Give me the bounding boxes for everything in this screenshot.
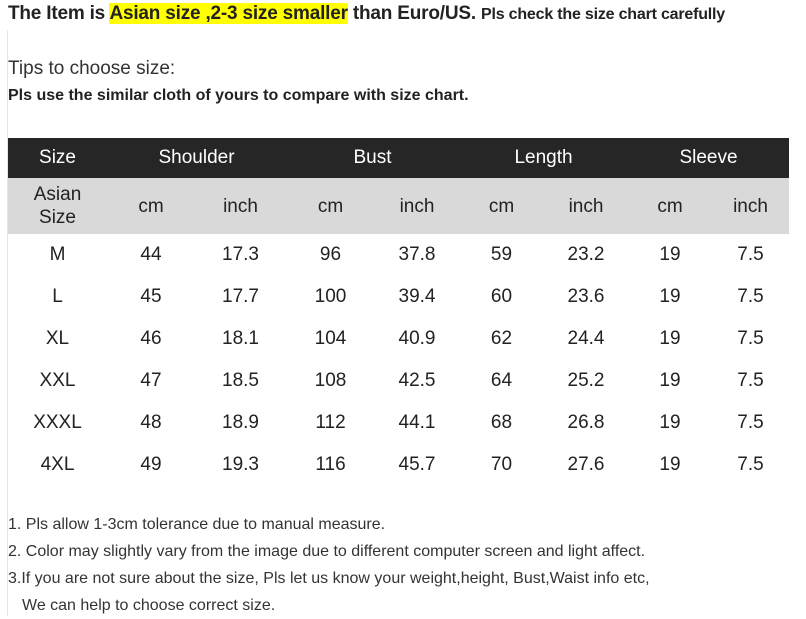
value-cell: 70 [490,454,513,475]
size-cell: M [49,244,66,265]
tips-title: Tips to choose size: [8,58,176,79]
value-cell: 7.5 [737,286,764,307]
value-cell: 48 [140,412,162,433]
value-cell: 24.4 [567,328,605,349]
value-cell: 25.2 [567,370,605,391]
heading-text-2: than Euro/US. [347,3,481,24]
value-cell: 45.7 [398,454,436,475]
value-cell: 17.3 [222,244,259,265]
value-cell: 7.5 [737,454,764,475]
value-cell: 42.5 [398,370,436,391]
note-3: 3.If you are not sure about the size, Pl… [8,570,650,587]
tips-subtitle: Pls use the similar cloth of yours to co… [8,87,469,104]
value-cell: 7.5 [737,412,764,433]
left-border [7,30,8,616]
unit-cell: inch [712,178,790,234]
value-cell: 100 [314,286,347,307]
value-cell: 96 [319,244,342,265]
value-cell: 116 [315,454,346,475]
table-row: XXXL 48 18.9 112 44.1 68 26.8 19 7.5 [8,402,789,444]
table-row: 4XL 49 19.3 116 45.7 70 27.6 19 7.5 [8,444,789,486]
value-cell: 37.8 [398,244,436,265]
value-cell: 19.3 [222,454,259,475]
size-chart-table: Size Shoulder Bust Length Sleeve Asian Si… [8,138,790,486]
unit-cell: cm [107,178,195,234]
value-cell: 19 [659,454,681,475]
value-cell: 108 [314,370,347,391]
value-cell: 7.5 [737,370,764,391]
value-cell: 18.5 [222,370,259,391]
unit-cell: cm [459,178,544,234]
value-cell: 23.2 [567,244,605,265]
heading-highlight: Asian size ,2-3 size smaller [109,3,348,24]
size-cell: XXL [39,370,76,391]
subheader-asian-size: Asian Size [8,178,107,234]
table-row: M 44 17.3 96 37.8 59 23.2 19 7.5 [8,234,789,276]
value-cell: 104 [314,328,347,349]
notes: 1. Pls allow 1-3cm tolerance due to manu… [8,511,650,619]
value-cell: 44.1 [398,412,436,433]
value-cell: 19 [659,412,681,433]
value-cell: 23.6 [567,286,605,307]
note-3-continued: We can help to choose correct size. [22,597,276,614]
table-subheader-row: Asian Size cm inch cm inch cm inch cm inc… [8,178,790,234]
table-row: XL 46 18.1 104 40.9 62 24.4 19 7.5 [8,318,789,360]
value-cell: 17.7 [222,286,259,307]
size-cell: XXXL [33,412,82,433]
value-cell: 7.5 [737,328,764,349]
value-cell: 18.9 [222,412,259,433]
value-cell: 19 [659,370,681,391]
note-2: 2. Color may slightly vary from the imag… [8,543,646,560]
unit-cell: cm [286,178,375,234]
unit-cell: cm [628,178,712,234]
size-cell: L [52,286,63,307]
value-cell: 112 [315,412,346,433]
value-cell: 59 [490,244,513,265]
unit-cell: inch [375,178,459,234]
size-warning-heading: The Item is Asian size ,2-3 size smaller… [8,3,725,25]
value-cell: 18.1 [222,328,259,349]
header-sleeve: Sleeve [628,138,790,178]
value-cell: 44 [140,244,162,265]
value-cell: 39.4 [398,286,436,307]
header-shoulder: Shoulder [107,138,286,178]
value-cell: 19 [659,328,681,349]
unit-cell: inch [544,178,628,234]
heading-note: Pls check the size chart carefully [481,6,725,23]
table-row: L 45 17.7 100 39.4 60 23.6 19 7.5 [8,276,789,318]
value-cell: 45 [140,286,162,307]
unit-cell: inch [195,178,286,234]
value-cell: 26.8 [567,412,605,433]
value-cell: 46 [140,328,162,349]
value-cell: 7.5 [737,244,764,265]
value-cell: 62 [490,328,513,349]
size-label: Size [39,207,76,228]
header-bust: Bust [286,138,459,178]
value-cell: 49 [140,454,162,475]
note-1: 1. Pls allow 1-3cm tolerance due to manu… [8,516,386,533]
asian-label: Asian [33,184,82,205]
value-cell: 19 [659,244,681,265]
size-cell: 4XL [40,454,75,475]
value-cell: 60 [490,286,513,307]
value-cell: 68 [490,412,513,433]
size-cell: XL [45,328,70,349]
value-cell: 40.9 [398,328,436,349]
header-length: Length [459,138,628,178]
value-cell: 47 [140,370,162,391]
table-header-row: Size Shoulder Bust Length Sleeve [8,138,790,178]
heading-text: The Item is [8,3,110,24]
value-cell: 19 [659,286,681,307]
table-row: XXL 47 18.5 108 42.5 64 25.2 19 7.5 [8,360,789,402]
value-cell: 27.6 [567,454,605,475]
value-cell: 64 [490,370,513,391]
header-size: Size [8,138,107,178]
